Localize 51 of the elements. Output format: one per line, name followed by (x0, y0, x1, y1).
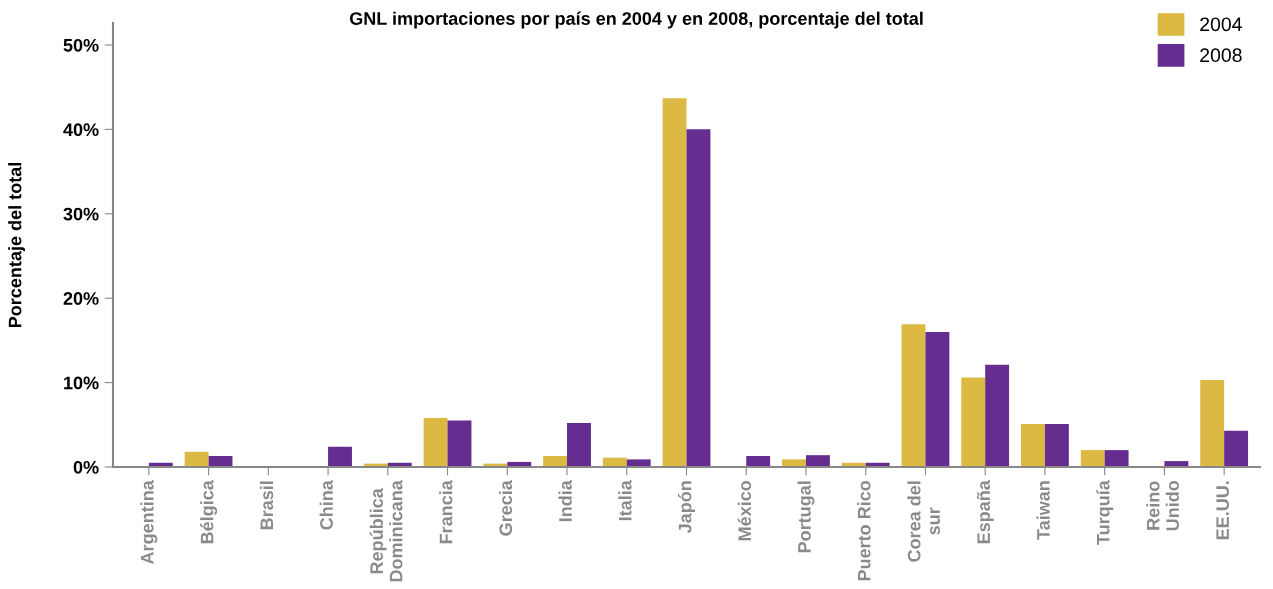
bar (543, 456, 568, 467)
bar (1200, 380, 1225, 467)
bar (1044, 423, 1069, 467)
x-tick-label: Francia (439, 480, 453, 544)
x-tick-label: Brasil (259, 481, 274, 530)
x-tick-label: Taiwan (1036, 481, 1050, 540)
y-tick-label: 50% (63, 38, 99, 52)
x-tick-label: Bélgica (200, 480, 218, 544)
legend-label: 2004 (1200, 17, 1242, 32)
x-tick-label: Turquía (1096, 480, 1114, 545)
bar (423, 418, 448, 467)
x-tick-label: Reino Unido (1146, 480, 1179, 531)
x-tick-label: India (558, 480, 572, 522)
y-tick-label: 30% (63, 207, 99, 221)
y-tick-label: 40% (63, 123, 99, 137)
bar (328, 446, 352, 467)
x-tick-label: República Dominicana (369, 480, 403, 582)
x-tick-label: Japón (678, 481, 695, 534)
bar (901, 324, 926, 467)
bar (1080, 450, 1105, 467)
bar (746, 456, 771, 467)
bar (985, 364, 1010, 467)
x-tick-label: Italia (618, 480, 632, 521)
x-tick-label: España (976, 480, 994, 544)
bar (1104, 450, 1129, 467)
bar (447, 420, 472, 467)
y-tick-label: 20% (63, 292, 99, 305)
bar (782, 459, 806, 467)
y-axis-title: Porcentaje del total (8, 162, 25, 328)
bar (567, 423, 591, 467)
bar (1021, 423, 1045, 467)
bar (961, 377, 986, 467)
bar (626, 459, 651, 467)
y-tick-label: 10% (64, 376, 99, 390)
x-tick-label: Grecia (498, 480, 513, 536)
y-tick-label: 0% (73, 460, 99, 474)
bar (686, 129, 711, 467)
x-tick-label: Portugal (797, 481, 815, 553)
x-tick-label: Corea del sur (907, 481, 941, 562)
x-tick-label: Argentina (140, 480, 158, 565)
chart-title: GNL importaciones por país en 2004 y en 2008, porcentaje del total (349, 11, 923, 29)
x-tick-label: China (319, 480, 333, 530)
x-tick-label: Puerto Rico (857, 480, 871, 581)
x-tick-label: México (737, 480, 752, 541)
bar (805, 455, 830, 467)
bar (925, 331, 950, 467)
bar (184, 451, 209, 467)
legend-label: 2008 (1200, 48, 1242, 63)
bar (1224, 430, 1249, 467)
x-tick-label: EE.UU. (1216, 481, 1229, 540)
bar (662, 98, 687, 467)
